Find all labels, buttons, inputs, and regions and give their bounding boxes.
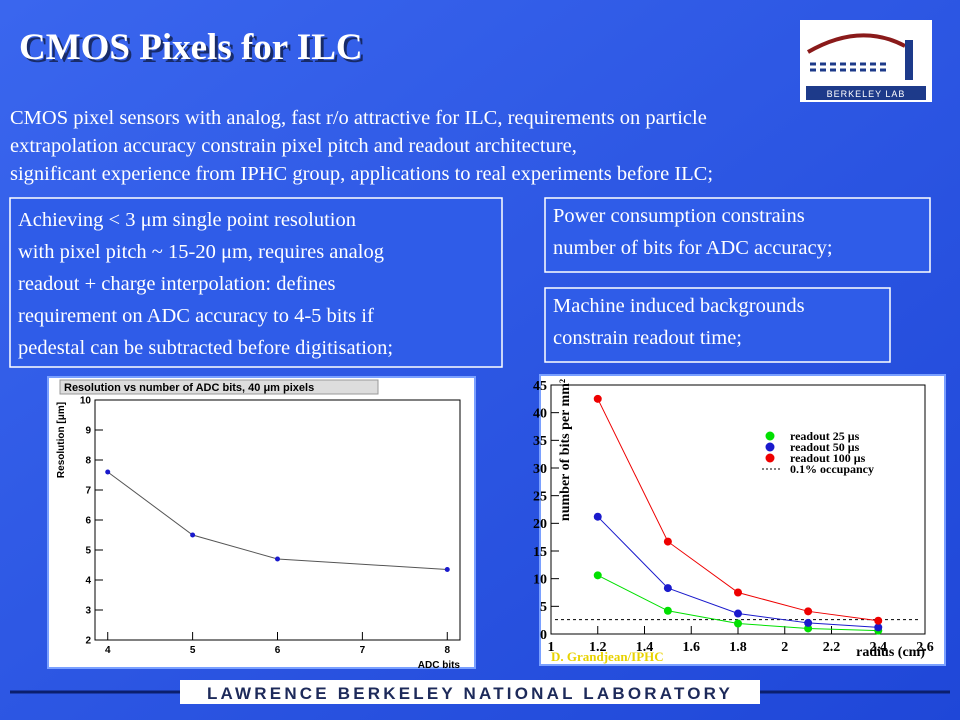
x-tick-label: 1.8 bbox=[729, 640, 747, 655]
y-tick-label: 0 bbox=[540, 628, 547, 643]
data-point bbox=[593, 512, 602, 521]
data-point bbox=[804, 618, 813, 627]
y-tick-label: 25 bbox=[533, 490, 547, 505]
y-tick-label: 45 bbox=[533, 379, 547, 394]
data-point bbox=[804, 624, 813, 633]
chart-title-box bbox=[59, 379, 379, 395]
data-point bbox=[593, 394, 602, 403]
chart-panel bbox=[539, 374, 946, 666]
x-tick-label: 1 bbox=[548, 640, 555, 655]
logo-tower bbox=[905, 40, 913, 80]
intro: CMOS pixel sensors with analog, fast r/o… bbox=[10, 107, 713, 185]
box-line: Machine induced backgrounds bbox=[553, 295, 805, 317]
y-tick-label: 3 bbox=[85, 606, 91, 617]
y-tick-label: 5 bbox=[540, 600, 547, 615]
data-point bbox=[663, 606, 672, 615]
y-tick-label: 10 bbox=[533, 573, 547, 588]
logo: BERKELEY LAB bbox=[800, 20, 932, 102]
y-tick-label: 2 bbox=[85, 636, 91, 647]
data-point bbox=[444, 567, 450, 572]
legend-label: readout 100 μs bbox=[790, 451, 866, 465]
y-tick-label: 6 bbox=[85, 516, 91, 527]
data-point bbox=[190, 532, 196, 538]
x-tick-label: 2 bbox=[781, 640, 788, 655]
y-tick-label: 5 bbox=[85, 546, 91, 557]
footer-banner bbox=[180, 680, 760, 704]
y-tick-label: 10 bbox=[80, 396, 92, 407]
x-tick-label: 1.2 bbox=[589, 640, 607, 655]
data-point bbox=[874, 623, 883, 632]
y-axis-label: Resolution [μm] bbox=[56, 402, 67, 478]
title-shadow: CMOS Pixels for ILC bbox=[22, 30, 366, 71]
y-tick-label: 20 bbox=[533, 517, 547, 532]
data-point bbox=[663, 537, 672, 546]
chart-panel bbox=[47, 376, 476, 669]
slide-title: CMOS Pixels for ILC bbox=[19, 27, 363, 68]
legend-label: 0.1% occupancy bbox=[790, 462, 874, 476]
y-tick-label: 7 bbox=[85, 486, 91, 497]
x-axis-label: radius (cm) bbox=[856, 645, 925, 660]
data-point bbox=[105, 469, 111, 475]
logo-arc bbox=[807, 33, 906, 54]
legend-marker bbox=[765, 442, 775, 452]
x-tick-label: 7 bbox=[360, 645, 366, 656]
data-point bbox=[734, 619, 742, 628]
x-tick-label: 1.4 bbox=[636, 640, 654, 655]
intro-line: extrapolation accuracy constrain pixel p… bbox=[10, 135, 577, 157]
y-tick-label: 15 bbox=[533, 545, 547, 560]
logo-band bbox=[806, 86, 926, 100]
intro-line: significant experience from IPHC group, … bbox=[10, 163, 713, 185]
box-line: pedestal can be subtracted before digiti… bbox=[18, 337, 393, 359]
legend-marker bbox=[765, 431, 775, 441]
footer-text: LAWRENCE BERKELEY NATIONAL LABORATORY bbox=[207, 684, 733, 703]
series-line bbox=[107, 471, 448, 570]
data-point bbox=[663, 584, 672, 593]
y-axis-label: number of bits per mm² bbox=[558, 379, 573, 521]
data-point bbox=[275, 556, 280, 562]
intro-line: CMOS pixel sensors with analog, fast r/o… bbox=[10, 107, 707, 129]
box-line: Power consumption constrains bbox=[553, 205, 805, 227]
box-line: number of bits for ADC accuracy; bbox=[553, 237, 833, 259]
x-tick-label: 4 bbox=[105, 645, 111, 656]
legend-label: readout 25 μs bbox=[790, 429, 860, 443]
x-axis-label: ADC bits bbox=[418, 660, 461, 671]
y-tick-label: 30 bbox=[533, 462, 547, 477]
x-tick-label: 8 bbox=[444, 645, 450, 656]
x-tick-label: 2.4 bbox=[870, 640, 888, 655]
text-box bbox=[544, 197, 931, 273]
x-tick-label: 1.6 bbox=[683, 640, 701, 655]
box-line: readout + charge interpolation: defines bbox=[18, 273, 335, 295]
data-point bbox=[874, 616, 883, 625]
y-tick-label: 4 bbox=[85, 576, 91, 587]
y-tick-label: 40 bbox=[533, 407, 547, 422]
data-point bbox=[804, 607, 813, 616]
box-line: with pixel pitch ~ 15-20 μm, requires an… bbox=[18, 241, 384, 263]
box-line: constrain readout time; bbox=[553, 327, 742, 349]
text-box bbox=[544, 287, 891, 363]
legend-label: readout 50 μs bbox=[790, 440, 860, 454]
data-point bbox=[734, 609, 742, 618]
legend-marker bbox=[765, 453, 775, 463]
x-tick-label: 6 bbox=[275, 645, 281, 656]
chart-title: Resolution vs number of ADC bits, 40 μm … bbox=[64, 382, 314, 394]
text-boxes: Achieving < 3 μm single point resolution… bbox=[9, 197, 931, 368]
x-tick-label: 2.2 bbox=[823, 640, 841, 655]
logo-text: BERKELEY LAB bbox=[827, 89, 906, 99]
x-tick-label: 2.6 bbox=[916, 640, 934, 655]
data-point bbox=[593, 571, 602, 580]
box-line: requirement on ADC accuracy to 4-5 bits … bbox=[18, 305, 374, 327]
logo-buildings bbox=[810, 62, 890, 72]
y-tick-label: 9 bbox=[85, 426, 91, 437]
credit: D. Grandjean/IPHC bbox=[551, 649, 664, 664]
y-tick-label: 35 bbox=[533, 434, 547, 449]
box-line: Achieving < 3 μm single point resolution bbox=[18, 209, 356, 231]
data-point bbox=[734, 588, 742, 597]
text-box bbox=[9, 197, 503, 368]
x-tick-label: 5 bbox=[190, 645, 196, 656]
y-tick-label: 8 bbox=[85, 456, 91, 467]
